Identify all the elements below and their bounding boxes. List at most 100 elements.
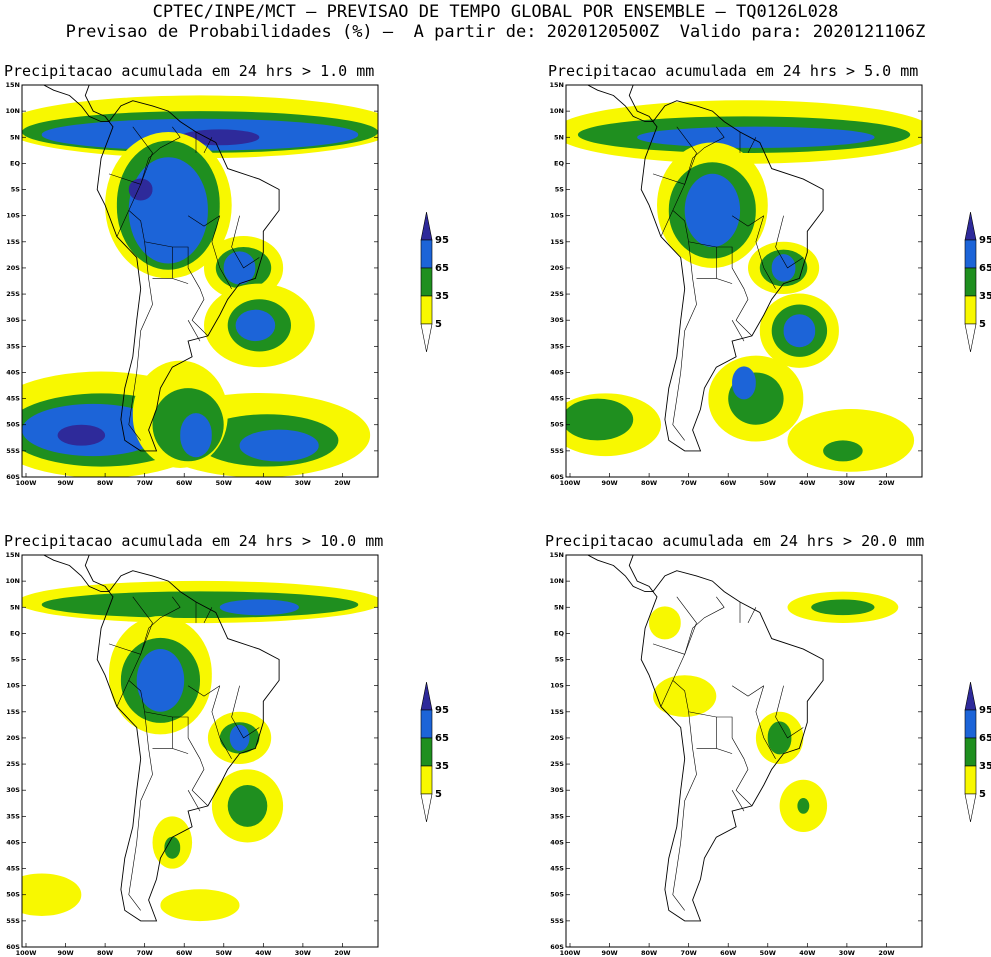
lat-tick-label: 20S [550,734,564,742]
legend-label: 95 [979,235,991,246]
legend-label: 65 [979,733,991,744]
country-border [172,596,181,608]
legend-label: 65 [435,263,449,274]
lat-tick-label: EQ [554,629,564,637]
probability-area [128,178,153,201]
country-border [747,607,757,624]
country-border [775,215,804,269]
probability-area [783,314,816,348]
legend-label: 95 [979,705,991,716]
lat-tick-label: 15N [6,81,21,89]
lat-tick-label: 25S [550,290,564,298]
lat-tick-label: 10N [550,577,565,585]
country-border [660,210,674,237]
lat-tick-label: 20S [6,734,20,742]
lon-tick-label: 80W [641,479,657,487]
lat-tick-label: 60S [6,943,20,951]
lon-tick-label: 60W [176,479,192,487]
lon-tick-label: 50W [760,479,776,487]
lat-tick-label: 15S [550,708,564,716]
probability-area [160,889,240,922]
coastline [96,100,280,452]
probability-area [649,606,681,640]
country-border [672,241,697,441]
legend-label: 35 [979,761,991,772]
probability-area [732,366,756,400]
coastline [640,100,824,452]
lat-tick-label: 30S [6,786,20,794]
lat-tick-label: EQ [10,159,20,167]
probability-area [566,398,634,441]
country-border [128,137,209,337]
lat-tick-label: 45S [6,395,20,403]
country-border [755,685,776,759]
probability-area [235,309,276,342]
lat-tick-label: 35S [550,342,564,350]
lon-tick-label: 70W [681,479,697,487]
country-border [128,241,153,441]
map-panel-3: 15N 10N 5N EQ 5S 10S 15S 20S 25S 30S 35S 40S 45S 50S 5… [0,551,379,957]
country-border [652,643,685,655]
country-border [672,711,697,911]
lon-tick-label: 90W [57,949,73,957]
lat-tick-label: 10S [550,682,564,690]
lat-tick-label: 40S [550,838,564,846]
probability-area [767,721,792,755]
lat-tick-label: 20S [6,264,20,272]
lat-tick-label: 5S [11,186,21,194]
legend-label: 5 [435,319,442,330]
lon-tick-label: 30W [839,949,855,957]
lat-tick-label: 40S [6,368,20,376]
central-america-coastline [42,555,110,593]
lon-tick-label: 70W [137,479,153,487]
legend-swatch-95 [964,681,977,711]
lat-tick-label: EQ [10,629,20,637]
country-border [716,596,725,608]
country-border [775,685,804,739]
lat-tick-label: 50S [550,421,564,429]
country-border [108,173,141,185]
lon-tick-label: 80W [97,479,113,487]
lat-tick-label: 10N [550,107,565,115]
country-border [731,320,745,342]
probability-area [229,724,250,751]
legend-label: 5 [435,789,442,800]
lat-tick-label: 40S [550,368,564,376]
probability-area [223,251,256,285]
header-subtitle: Previsao de Probabilidades (%) – A parti… [65,22,926,42]
legend-panel-1: 95 65 35 5 [418,210,458,360]
probability-area [787,409,915,472]
lon-tick-label: 90W [601,949,617,957]
lat-tick-label: 35S [6,342,20,350]
lat-tick-label: 25S [6,290,20,298]
header-title: CPTEC/INPE/MCT – PREVISAO DE TEMPO GLOBA… [152,2,839,22]
lat-tick-label: 55S [6,917,20,925]
lat-tick-label: 30S [550,316,564,324]
country-border [187,790,201,812]
legend-swatch-95 [420,681,433,711]
lat-tick-label: 35S [6,812,20,820]
lon-tick-label: 40W [255,479,271,487]
probability-area [771,254,796,282]
lon-tick-label: 40W [255,949,271,957]
legend-swatch [420,267,433,297]
country-border [755,215,776,289]
lon-tick-label: 50W [216,479,232,487]
probability-area [811,599,875,616]
country-border [676,126,697,185]
probability-area [128,157,208,264]
lon-tick-label: 90W [601,479,617,487]
legend-swatch [420,709,433,739]
lat-tick-label: 40S [6,838,20,846]
lon-tick-label: 70W [681,949,697,957]
map-frame [21,554,379,948]
country-border [716,126,725,138]
probability-area [653,675,717,718]
country-border [672,607,753,807]
lat-tick-label: 5S [11,656,21,664]
legend-swatch [420,295,433,325]
lat-tick-label: 50S [550,891,564,899]
legend-swatch-below [420,793,433,823]
country-border [672,137,753,337]
lat-tick-label: 25S [550,760,564,768]
